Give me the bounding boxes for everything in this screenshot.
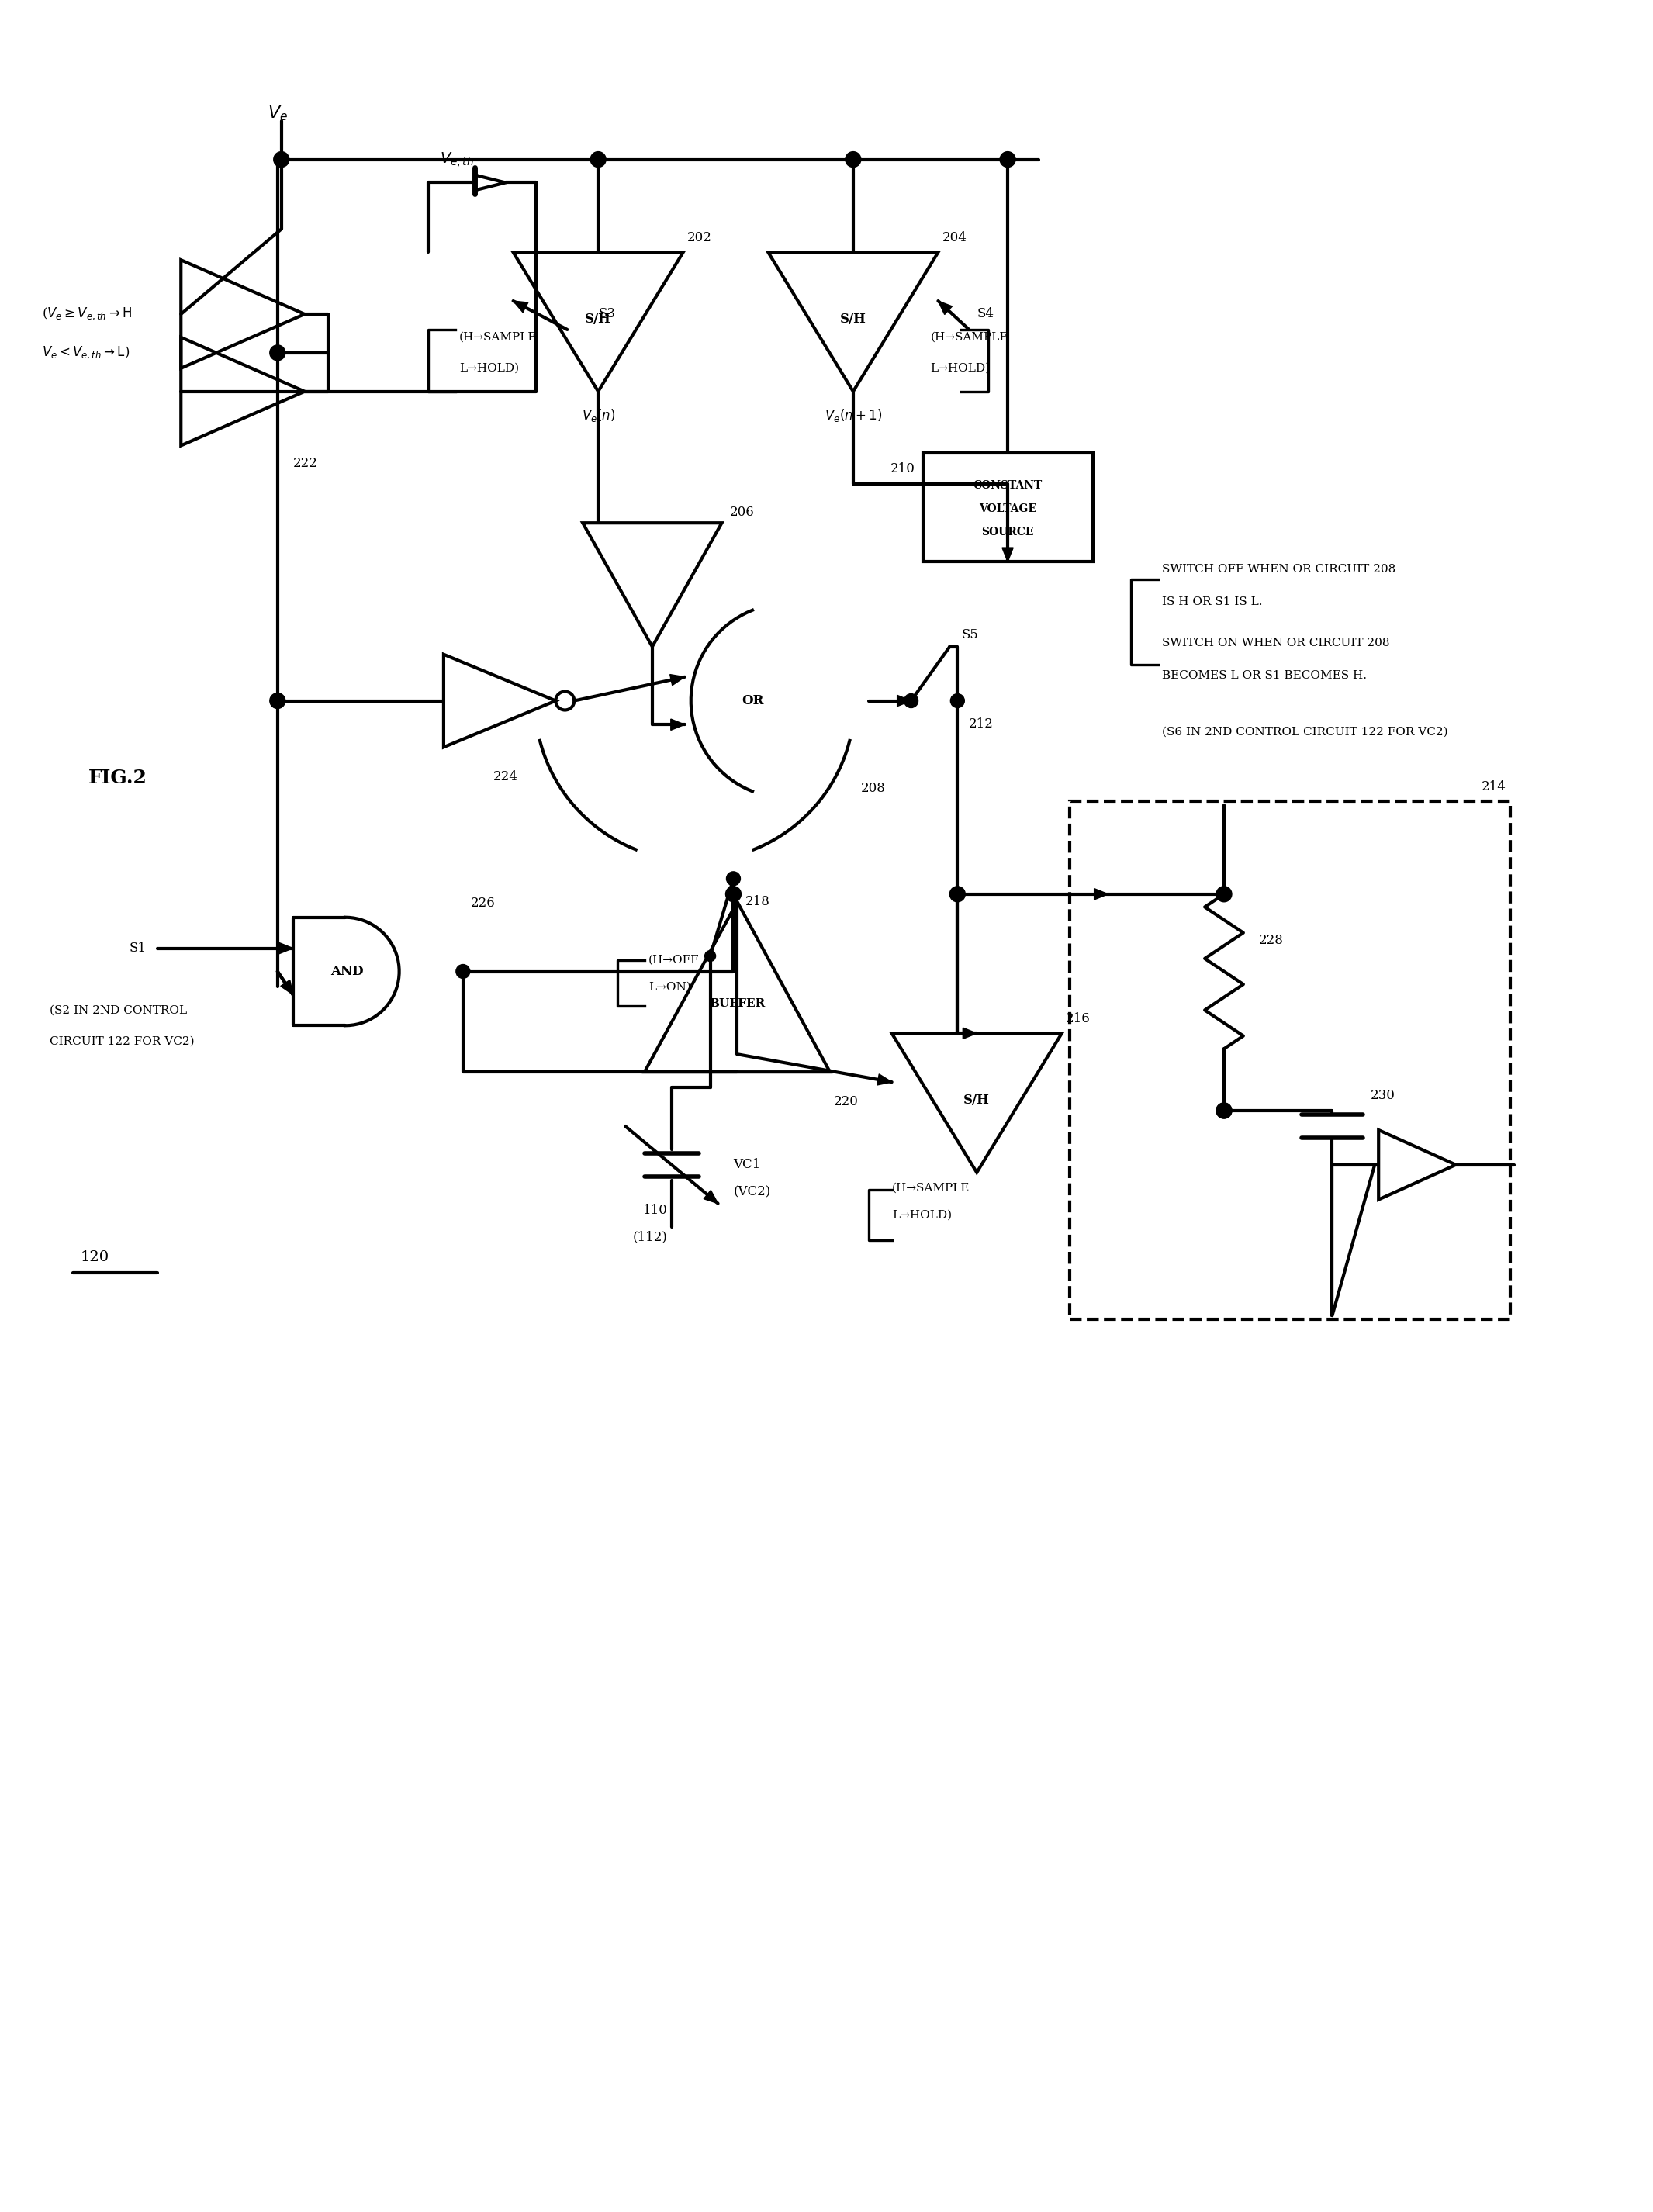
Text: ($V_e \geq V_{e,th} \rightarrow \mathrm{H}$: ($V_e \geq V_{e,th} \rightarrow \mathrm{… xyxy=(41,305,132,323)
Text: $V_{e,th}$: $V_{e,th}$ xyxy=(440,150,474,168)
Text: 222: 222 xyxy=(293,458,317,471)
Polygon shape xyxy=(671,719,684,730)
Circle shape xyxy=(269,692,286,708)
Text: S3: S3 xyxy=(598,307,615,321)
Text: $V_e(n)$: $V_e(n)$ xyxy=(582,407,615,422)
Text: BUFFER: BUFFER xyxy=(709,998,765,1009)
Text: (112): (112) xyxy=(633,1230,668,1243)
Text: S1: S1 xyxy=(129,942,145,956)
Text: S/H: S/H xyxy=(585,312,612,325)
Circle shape xyxy=(1217,1104,1231,1119)
Polygon shape xyxy=(704,1190,717,1203)
Bar xyxy=(922,453,1093,562)
Text: 226: 226 xyxy=(471,896,496,909)
Text: IS H OR S1 IS L.: IS H OR S1 IS L. xyxy=(1162,597,1263,608)
Circle shape xyxy=(1217,1104,1231,1119)
Text: CIRCUIT 122 FOR VC2): CIRCUIT 122 FOR VC2) xyxy=(50,1035,195,1046)
Circle shape xyxy=(456,964,469,978)
Circle shape xyxy=(269,345,286,361)
Text: 230: 230 xyxy=(1370,1088,1395,1102)
Text: $V_e(n+1)$: $V_e(n+1)$ xyxy=(825,407,883,422)
Text: 220: 220 xyxy=(833,1095,858,1108)
Text: VOLTAGE: VOLTAGE xyxy=(979,504,1036,515)
Text: CONSTANT: CONSTANT xyxy=(974,480,1043,491)
Text: 202: 202 xyxy=(688,232,712,246)
Text: 218: 218 xyxy=(746,896,770,909)
Text: 228: 228 xyxy=(1260,933,1283,947)
Text: (H→OFF: (H→OFF xyxy=(648,953,699,964)
Circle shape xyxy=(950,695,964,708)
Circle shape xyxy=(726,872,741,885)
Text: OR: OR xyxy=(742,695,764,708)
Text: 214: 214 xyxy=(1481,781,1506,794)
Text: 204: 204 xyxy=(942,232,967,246)
Text: S/H: S/H xyxy=(964,1093,990,1106)
Polygon shape xyxy=(1094,889,1108,900)
Circle shape xyxy=(1217,887,1231,902)
Circle shape xyxy=(845,153,861,168)
Text: L→HOLD): L→HOLD) xyxy=(460,363,519,374)
Polygon shape xyxy=(512,301,527,312)
Circle shape xyxy=(1000,153,1015,168)
Text: 216: 216 xyxy=(1066,1013,1091,1026)
Text: BECOMES L OR S1 BECOMES H.: BECOMES L OR S1 BECOMES H. xyxy=(1162,670,1367,681)
Polygon shape xyxy=(669,675,684,686)
Text: 208: 208 xyxy=(861,783,886,794)
Text: (H→SAMPLE: (H→SAMPLE xyxy=(460,332,537,343)
Text: VC1: VC1 xyxy=(734,1159,760,1172)
Text: S5: S5 xyxy=(962,628,979,641)
Text: S/H: S/H xyxy=(840,312,866,325)
Text: AND: AND xyxy=(331,964,364,978)
Text: FIG.2: FIG.2 xyxy=(88,770,147,787)
Text: 110: 110 xyxy=(643,1203,668,1217)
Polygon shape xyxy=(281,980,293,995)
Polygon shape xyxy=(898,695,911,706)
Text: 120: 120 xyxy=(81,1250,109,1265)
Text: 206: 206 xyxy=(729,507,754,520)
Text: (VC2): (VC2) xyxy=(734,1186,770,1199)
Text: (S2 IN 2ND CONTROL: (S2 IN 2ND CONTROL xyxy=(50,1004,187,1015)
Text: SOURCE: SOURCE xyxy=(982,526,1033,538)
Text: S4: S4 xyxy=(977,307,993,321)
Text: SWITCH ON WHEN OR CIRCUIT 208: SWITCH ON WHEN OR CIRCUIT 208 xyxy=(1162,637,1390,648)
Polygon shape xyxy=(878,1075,891,1086)
Polygon shape xyxy=(964,1029,977,1040)
Text: 212: 212 xyxy=(969,717,993,730)
Polygon shape xyxy=(279,942,293,953)
Circle shape xyxy=(950,887,965,902)
Text: (H→SAMPLE: (H→SAMPLE xyxy=(931,332,1008,343)
Text: (S6 IN 2ND CONTROL CIRCUIT 122 FOR VC2): (S6 IN 2ND CONTROL CIRCUIT 122 FOR VC2) xyxy=(1162,726,1448,737)
Text: L→ON): L→ON) xyxy=(648,982,691,993)
Text: 210: 210 xyxy=(891,462,916,476)
Text: $V_e$: $V_e$ xyxy=(268,104,288,122)
Circle shape xyxy=(726,887,741,902)
Text: (H→SAMPLE: (H→SAMPLE xyxy=(891,1183,970,1194)
Circle shape xyxy=(274,153,289,168)
Polygon shape xyxy=(939,301,952,314)
Circle shape xyxy=(590,153,607,168)
Circle shape xyxy=(904,695,917,708)
Text: 224: 224 xyxy=(493,770,517,783)
Circle shape xyxy=(704,951,716,962)
Text: $V_e < V_{e,th} \rightarrow \mathrm{L}$): $V_e < V_{e,th} \rightarrow \mathrm{L}$) xyxy=(41,345,129,361)
Polygon shape xyxy=(1002,549,1013,562)
Text: SWITCH OFF WHEN OR CIRCUIT 208: SWITCH OFF WHEN OR CIRCUIT 208 xyxy=(1162,564,1395,575)
Text: L→HOLD): L→HOLD) xyxy=(931,363,990,374)
Text: L→HOLD): L→HOLD) xyxy=(891,1210,952,1221)
Bar xyxy=(1069,801,1509,1318)
